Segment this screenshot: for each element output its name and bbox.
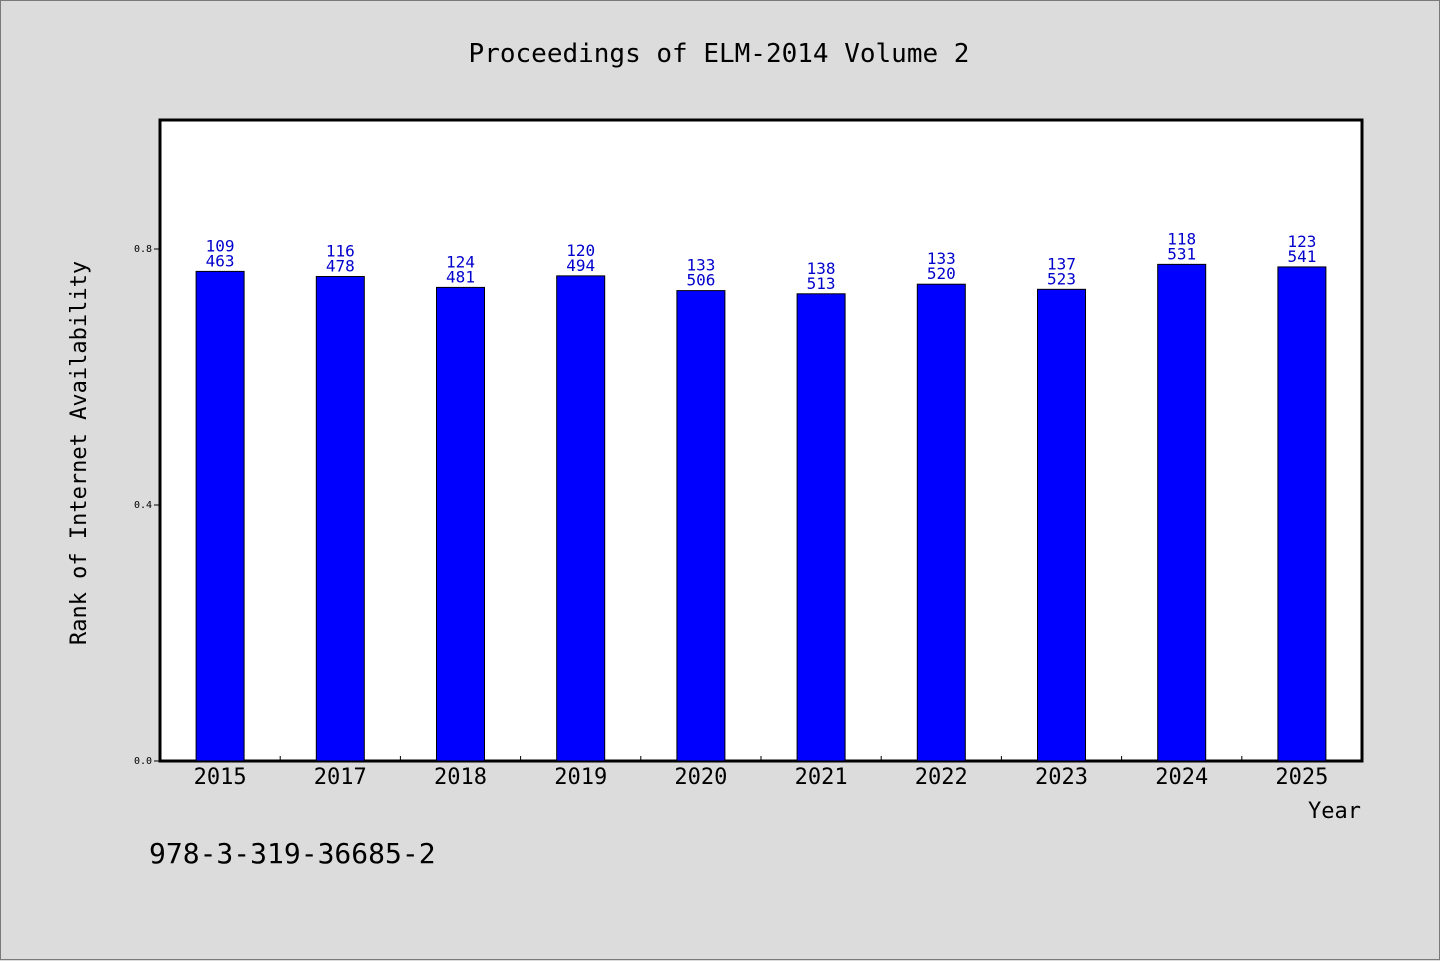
bar-label-top: 133 <box>927 249 956 268</box>
x-tick-label: 2019 <box>554 765 607 790</box>
bar-label-bottom: 523 <box>1047 269 1076 288</box>
y-axis-label: Rank of Internet Availability <box>67 261 92 645</box>
bar-2018 <box>436 286 485 762</box>
y-axis: 0.0 0.4 0.8 <box>134 244 160 767</box>
x-tick-label: 2024 <box>1155 765 1208 790</box>
bar-label-top: 120 <box>566 241 595 260</box>
y-tick-label: 0.4 <box>134 500 152 511</box>
bar-label-bottom: 541 <box>1287 247 1316 266</box>
x-axis: 2015 2017 2018 2019 2020 2021 2022 2023 2024 2025 <box>194 756 1328 790</box>
bar-label-top: 124 <box>446 252 475 271</box>
x-tick-label: 2020 <box>674 765 727 790</box>
bar-label-bottom: 531 <box>1167 244 1196 263</box>
bar-label-bottom: 478 <box>326 257 355 276</box>
bar-label-top: 133 <box>686 256 715 275</box>
bar-label-bottom: 520 <box>927 264 956 283</box>
bar-2021 <box>796 293 846 762</box>
bar-label-top: 109 <box>206 236 235 255</box>
bar-label-bottom: 463 <box>206 251 235 270</box>
y-tick-label: 0.0 <box>134 756 152 767</box>
bar-label-bottom: 513 <box>807 274 836 293</box>
bar-2017 <box>315 276 365 762</box>
bar-label-top: 118 <box>1167 229 1196 248</box>
bar-2023 <box>1037 288 1086 762</box>
x-tick-label: 2022 <box>915 765 968 790</box>
x-tick-label: 2023 <box>1035 765 1088 790</box>
bar-label-bottom: 494 <box>566 256 595 275</box>
bar-label-bottom: 481 <box>446 267 475 286</box>
x-tick-label: 2017 <box>314 765 367 790</box>
bar-2024 <box>1157 263 1207 762</box>
x-tick-label: 2018 <box>434 765 487 790</box>
bar-label-top: 123 <box>1287 232 1316 251</box>
x-tick-label: 2021 <box>795 765 848 790</box>
chart-title: Proceedings of ELM-2014 Volume 2 <box>469 39 970 69</box>
bar-label-bottom: 506 <box>686 271 715 290</box>
bar-2015 <box>195 270 245 762</box>
bar-2022 <box>916 283 966 762</box>
y-tick-label: 0.8 <box>134 244 152 255</box>
x-axis-label: Year <box>1308 799 1361 824</box>
isbn-text: 978-3-319-36685-2 <box>149 837 436 870</box>
bar-2020 <box>676 290 726 762</box>
bar-2025 <box>1277 266 1327 762</box>
bar-label-top: 138 <box>807 259 836 278</box>
bar-label-top: 116 <box>326 242 355 261</box>
x-tick-label: 2015 <box>194 765 247 790</box>
bar-2019 <box>556 275 606 762</box>
x-tick-label: 2025 <box>1275 765 1328 790</box>
bar-label-top: 137 <box>1047 254 1076 273</box>
